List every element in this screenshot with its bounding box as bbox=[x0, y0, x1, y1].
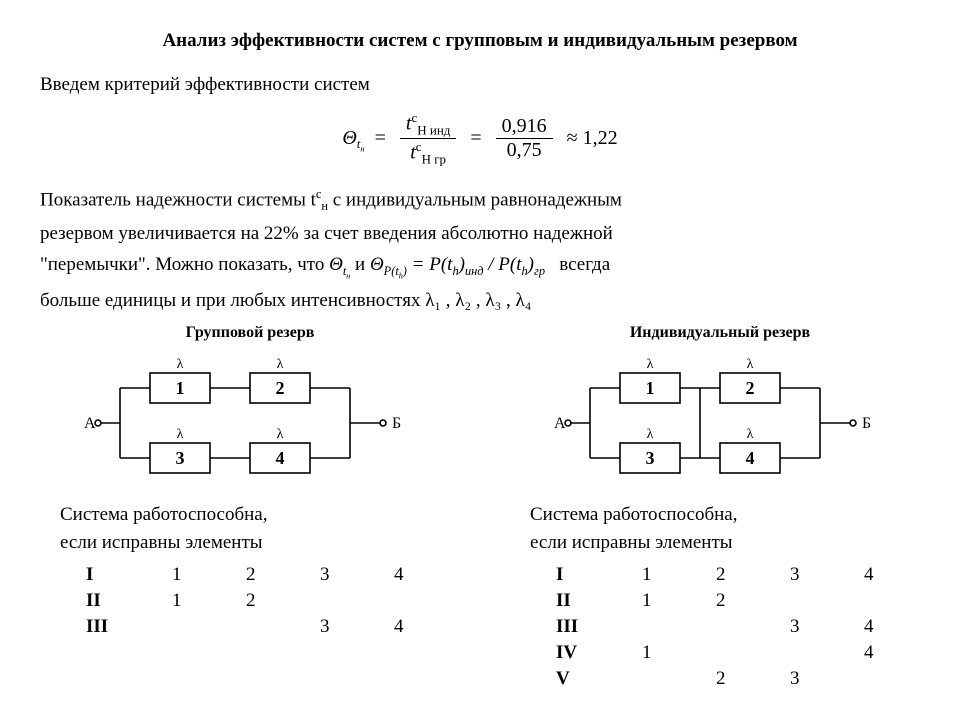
row-cell: 3 bbox=[314, 562, 388, 588]
group-reserve-title: Групповой резерв bbox=[40, 324, 460, 342]
row-label: III bbox=[80, 614, 166, 640]
row-cell bbox=[240, 614, 314, 640]
paragraph-line4: больше единицы и при любых интенсивностя… bbox=[40, 288, 920, 314]
page-title: Анализ эффективности систем с групповым … bbox=[40, 30, 920, 52]
group-reserve-block: Групповой резерв А 1 λ 2 λ bbox=[40, 324, 460, 692]
svg-text:λ: λ bbox=[647, 357, 654, 372]
row-cell: 1 bbox=[166, 588, 240, 614]
paragraph-line1: Показатель надежности системы tсн с инди… bbox=[40, 186, 920, 215]
row-cell bbox=[858, 588, 932, 614]
group-caption-1: Система работоспособна, bbox=[60, 504, 460, 526]
row-cell: 4 bbox=[858, 640, 932, 666]
svg-text:λ: λ bbox=[277, 357, 284, 372]
row-cell bbox=[710, 640, 784, 666]
individual-reserve-block: Индивидуальный резерв А 1 λ 2 λ bbox=[510, 324, 930, 692]
row-cell bbox=[388, 588, 462, 614]
svg-text:1: 1 bbox=[646, 378, 655, 398]
individual-state-table: I1234II12III34IV14V23 bbox=[550, 562, 932, 692]
row-label: I bbox=[550, 562, 636, 588]
row-cell bbox=[710, 614, 784, 640]
svg-text:λ: λ bbox=[647, 427, 654, 442]
row-cell: 2 bbox=[240, 588, 314, 614]
main-formula: Θtн = tcН инд tcН гр = 0,916 0,75 ≈ 1,22 bbox=[40, 110, 920, 168]
svg-text:1: 1 bbox=[176, 378, 185, 398]
group-caption-2: если исправны элементы bbox=[60, 532, 460, 554]
svg-text:4: 4 bbox=[746, 448, 755, 468]
row-cell: 1 bbox=[636, 640, 710, 666]
row-cell: 2 bbox=[710, 666, 784, 692]
diagram-row: Групповой резерв А 1 λ 2 λ bbox=[40, 324, 920, 692]
row-cell: 3 bbox=[784, 666, 858, 692]
svg-text:4: 4 bbox=[276, 448, 285, 468]
svg-text:Б: Б bbox=[862, 415, 871, 432]
individual-caption-2: если исправны элементы bbox=[530, 532, 930, 554]
row-cell: 4 bbox=[858, 614, 932, 640]
svg-text:λ: λ bbox=[277, 427, 284, 442]
group-reserve-diagram: А 1 λ 2 λ 3 λ 4 bbox=[80, 348, 420, 498]
row-cell: 3 bbox=[784, 562, 858, 588]
svg-text:λ: λ bbox=[747, 427, 754, 442]
individual-reserve-diagram: А 1 λ 2 λ 3 λ 4 λ bbox=[550, 348, 890, 498]
row-cell bbox=[636, 614, 710, 640]
svg-text:А: А bbox=[554, 415, 566, 432]
row-label: V bbox=[550, 666, 636, 692]
row-cell bbox=[784, 640, 858, 666]
row-label: I bbox=[80, 562, 166, 588]
svg-text:3: 3 bbox=[176, 448, 185, 468]
row-label: IV bbox=[550, 640, 636, 666]
row-cell: 2 bbox=[710, 588, 784, 614]
row-cell bbox=[314, 588, 388, 614]
svg-text:λ: λ bbox=[177, 427, 184, 442]
individual-reserve-title: Индивидуальный резерв bbox=[510, 324, 930, 342]
row-cell: 3 bbox=[314, 614, 388, 640]
svg-text:2: 2 bbox=[746, 378, 755, 398]
svg-text:А: А bbox=[84, 415, 96, 432]
row-cell bbox=[858, 666, 932, 692]
row-cell: 1 bbox=[166, 562, 240, 588]
row-cell bbox=[166, 614, 240, 640]
row-cell: 4 bbox=[858, 562, 932, 588]
svg-text:λ: λ bbox=[747, 357, 754, 372]
row-label: III bbox=[550, 614, 636, 640]
group-state-table: I1234 II12 III 34 bbox=[80, 562, 462, 640]
row-label: II bbox=[80, 588, 166, 614]
row-cell: 3 bbox=[784, 614, 858, 640]
row-cell: 2 bbox=[240, 562, 314, 588]
row-cell: 2 bbox=[710, 562, 784, 588]
row-cell: 4 bbox=[388, 614, 462, 640]
row-cell bbox=[784, 588, 858, 614]
paragraph-line2: резервом увеличивается на 22% за счет вв… bbox=[40, 221, 920, 247]
svg-text:3: 3 bbox=[646, 448, 655, 468]
row-label: II bbox=[550, 588, 636, 614]
paragraph-line3: "перемычки". Можно показать, что Θtн и Θ… bbox=[40, 252, 920, 282]
row-cell: 1 bbox=[636, 562, 710, 588]
svg-text:λ: λ bbox=[177, 357, 184, 372]
intro-text: Введем критерий эффективности систем bbox=[40, 72, 920, 98]
individual-caption-1: Система работоспособна, bbox=[530, 504, 930, 526]
svg-text:2: 2 bbox=[276, 378, 285, 398]
row-cell: 1 bbox=[636, 588, 710, 614]
svg-text:Б: Б bbox=[392, 415, 401, 432]
row-cell: 4 bbox=[388, 562, 462, 588]
row-cell bbox=[636, 666, 710, 692]
